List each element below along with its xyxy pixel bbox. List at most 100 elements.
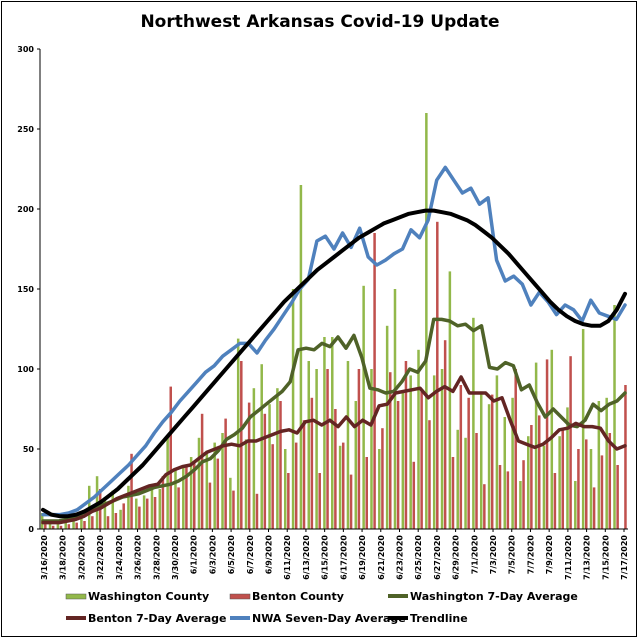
y-tick-label: 300 xyxy=(17,45,34,54)
x-tick-label: 7/3/2020 xyxy=(489,535,498,575)
x-tick-label: 3/18/2020 xyxy=(59,535,68,580)
bar-washington xyxy=(417,349,420,529)
bar-washington xyxy=(307,361,311,529)
bar-benton xyxy=(326,369,329,529)
bar-washington xyxy=(354,401,358,529)
bar-benton xyxy=(193,461,196,529)
bar-benton xyxy=(490,394,494,529)
bar-benton xyxy=(561,429,564,529)
bar-benton xyxy=(624,385,627,529)
x-tick-label: 6/19/2020 xyxy=(358,535,367,580)
bar-benton xyxy=(44,524,47,529)
bar-benton xyxy=(169,386,172,529)
axes-layer: 0 50 100 150 200 250 300 3/16/2020 3/18/2020 3/20… xyxy=(17,45,629,580)
bar-benton xyxy=(122,503,125,529)
chart-title: Northwest Arkansas Covid-19 Update xyxy=(140,12,500,32)
bar-benton xyxy=(232,490,235,529)
bar-washington xyxy=(487,404,491,529)
legend-label-washington-7-day-average: Washington 7-Day Average xyxy=(410,590,578,603)
x-tick-label: 6/7/2020 xyxy=(246,535,255,575)
bar-benton xyxy=(436,221,439,530)
bar-washington xyxy=(142,495,146,529)
legend: Washington County Benton County Washington… xyxy=(65,590,578,625)
bar-benton xyxy=(91,516,94,529)
x-tick-label: 7/7/2020 xyxy=(526,535,535,575)
bar-benton xyxy=(310,397,314,529)
bar-washington xyxy=(315,369,318,529)
bar-benton xyxy=(185,465,188,529)
bar-washington xyxy=(542,445,546,529)
bar-benton xyxy=(600,455,604,529)
bar-benton xyxy=(75,522,78,529)
x-tick-label: 6/3/2020 xyxy=(208,535,217,575)
x-tick-label: 7/5/2020 xyxy=(508,535,517,575)
x-tick-label: 6/15/2020 xyxy=(321,535,330,580)
bar-washington xyxy=(464,437,467,529)
bar-washington xyxy=(205,450,209,529)
series-line-nwa-seven-day-average xyxy=(41,165,627,517)
bar-washington xyxy=(182,465,185,529)
bar-benton xyxy=(341,442,345,529)
bar-washington xyxy=(456,429,459,529)
bar-benton xyxy=(279,401,282,529)
bar-benton xyxy=(553,473,557,529)
bar-washington xyxy=(80,516,83,529)
bar-benton xyxy=(357,369,361,529)
y-tick-label: 200 xyxy=(17,205,34,214)
x-tick-label: 7/13/2020 xyxy=(583,535,592,580)
bar-benton xyxy=(381,428,384,529)
bar-benton xyxy=(396,401,400,529)
bar-benton xyxy=(224,418,227,529)
bar-benton xyxy=(428,420,431,529)
x-tick-label: 7/11/2020 xyxy=(564,535,573,580)
x-tick-label: 6/21/2020 xyxy=(377,535,386,580)
bar-washington xyxy=(409,375,412,529)
bar-benton xyxy=(467,397,470,529)
bar-washington xyxy=(166,436,169,529)
legend-label-washington-county: Washington County xyxy=(88,590,209,603)
x-tick-label: 7/15/2020 xyxy=(601,535,610,580)
bar-benton xyxy=(569,356,572,529)
x-tick-label: 3/20/2020 xyxy=(77,535,86,580)
bar-washington xyxy=(127,485,130,529)
x-tick-label: 7/9/2020 xyxy=(545,535,554,575)
bar-benton xyxy=(420,391,423,529)
bar-benton xyxy=(373,233,376,529)
series-line-benton-7-day-average xyxy=(41,375,627,525)
bar-benton xyxy=(145,498,149,529)
bar-washington xyxy=(503,417,507,529)
bar-benton xyxy=(177,487,180,529)
bar-benton xyxy=(200,413,204,529)
bar-washington xyxy=(174,468,177,529)
bar-washington xyxy=(338,445,342,529)
bar-benton xyxy=(545,359,549,529)
bar-washington xyxy=(527,436,530,529)
bar-benton xyxy=(616,465,619,529)
bar-benton xyxy=(412,461,416,529)
bar-washington xyxy=(346,361,350,529)
bar-benton xyxy=(51,525,55,529)
bar-benton xyxy=(138,506,141,529)
bar-washington xyxy=(283,449,287,529)
y-tick-label: 250 xyxy=(17,125,34,134)
bar-washington xyxy=(229,477,232,529)
bar-washington xyxy=(495,375,499,529)
legend-label-benton-7-day-average: Benton 7-Day Average xyxy=(88,612,227,625)
bar-benton xyxy=(302,420,306,529)
x-tick-label: 6/1/2020 xyxy=(190,535,199,575)
bars-layer xyxy=(40,113,627,530)
bar-washington xyxy=(605,397,608,529)
bar-benton xyxy=(287,473,290,529)
y-tick-label: 100 xyxy=(17,365,34,374)
bar-benton xyxy=(114,513,118,529)
bar-benton xyxy=(255,493,259,529)
bar-benton xyxy=(208,482,212,529)
bar-washington xyxy=(589,449,593,529)
bar-washington xyxy=(150,485,154,529)
bar-benton xyxy=(498,465,502,529)
bar-washington xyxy=(48,522,52,529)
bar-washington xyxy=(574,481,577,529)
bar-benton xyxy=(585,439,588,529)
bar-washington xyxy=(385,325,389,529)
x-tick-label: 3/26/2020 xyxy=(134,535,143,580)
